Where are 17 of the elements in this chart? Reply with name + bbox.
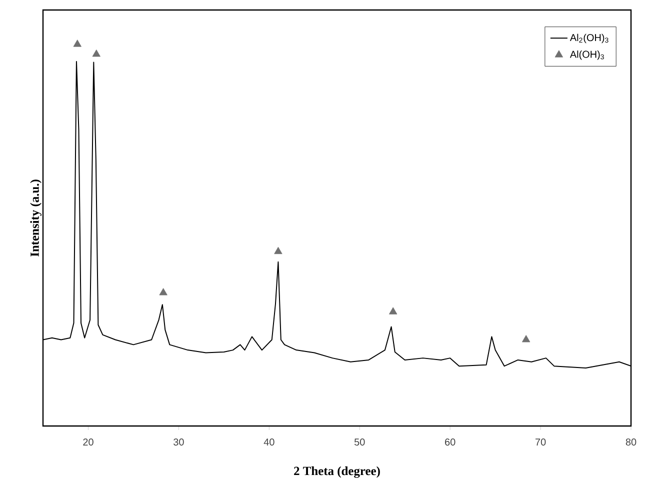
point bbox=[92, 50, 100, 57]
x-tick-label: 60 bbox=[445, 438, 456, 446]
x-tick-label: 80 bbox=[626, 438, 636, 446]
legend-label: Al(OH)$_{3}$ bbox=[570, 50, 604, 60]
x-tick-label: 70 bbox=[536, 438, 546, 446]
point bbox=[388, 307, 398, 314]
x-tick-label: 30 bbox=[174, 438, 184, 446]
x-tick-label: 50 bbox=[354, 438, 365, 446]
point bbox=[522, 335, 530, 342]
x-axis-title: 2 Theta (degree) bbox=[294, 466, 380, 478]
point bbox=[73, 40, 82, 47]
y-axis-title: Intensity (a.u.) bbox=[30, 180, 42, 256]
point bbox=[159, 288, 168, 296]
legend-label: Al$_{2}$(OH)$_{3}$ bbox=[570, 34, 608, 44]
x-tick-label: 20 bbox=[83, 438, 94, 446]
x-tick-label: 40 bbox=[264, 438, 274, 446]
point bbox=[274, 246, 282, 254]
